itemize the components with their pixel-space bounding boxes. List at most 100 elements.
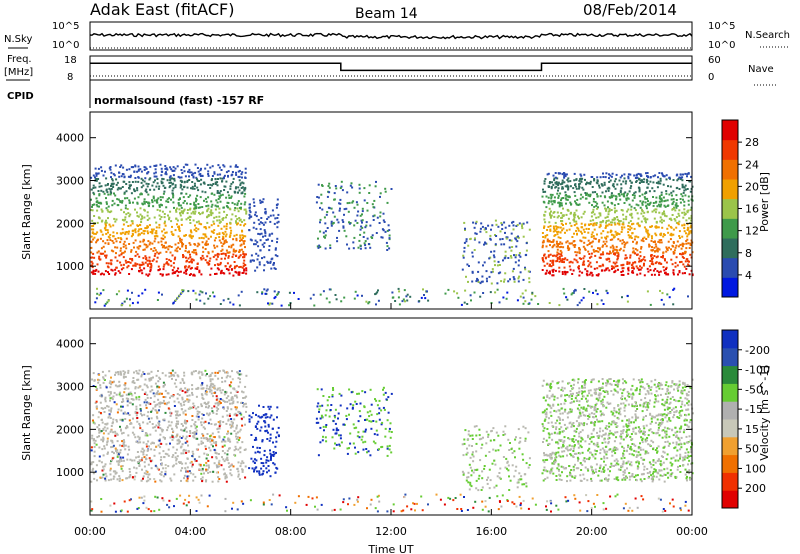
scatter-cell (603, 181, 606, 184)
scatter-cell (132, 201, 134, 204)
scatter-cell (574, 194, 577, 197)
scatter-cell (605, 224, 608, 227)
scatter-cell (212, 183, 215, 185)
scatter-cell (357, 246, 360, 249)
scatter-cell (96, 209, 99, 212)
scatter-cell (162, 192, 165, 195)
scatter-cell (179, 270, 182, 273)
scatter-cell (211, 439, 214, 442)
scatter-cell (498, 264, 501, 266)
scatter-cell (250, 457, 253, 460)
scatter-cell (578, 179, 581, 182)
scatter-cell (343, 229, 346, 232)
scatter-cell (204, 420, 207, 423)
scatter-cell (126, 426, 129, 429)
scatter-cell (249, 211, 252, 214)
scatter-cell (158, 409, 160, 412)
scatter-cell (171, 183, 174, 186)
scatter-cell (258, 472, 261, 475)
scatter-cell (108, 382, 111, 385)
scatter-cell (460, 303, 463, 306)
scatter-cell (177, 246, 180, 249)
scatter-cell (391, 296, 394, 299)
scatter-cell (106, 301, 109, 304)
scatter-cell (626, 194, 628, 197)
scatter-cell (560, 197, 563, 200)
scatter-cell (542, 191, 545, 193)
scatter-cell (238, 478, 241, 480)
scatter-cell (235, 220, 237, 223)
scatter-cell (685, 240, 688, 242)
scatter-cell (238, 206, 241, 209)
scatter-cell (146, 226, 149, 228)
scatter-cell (182, 289, 185, 292)
scatter-cell (193, 243, 196, 245)
scatter-cell (219, 261, 222, 264)
scatter-cell (151, 459, 154, 462)
scatter-cell (558, 257, 561, 260)
scatter-cell (531, 293, 534, 296)
scatter-cell (542, 260, 545, 263)
scatter-cell (239, 451, 242, 454)
scatter-cell (639, 179, 642, 182)
scatter-cell (686, 175, 688, 178)
scatter-cell (592, 222, 595, 225)
scatter-cell (98, 205, 100, 208)
scatter-cell (592, 200, 595, 203)
scatter-cell (621, 296, 623, 299)
scatter-cell (265, 467, 268, 470)
scatter-cell (361, 226, 364, 229)
scatter-cell (595, 261, 598, 264)
scatter-cell (560, 199, 562, 202)
scatter-cell (100, 461, 103, 464)
scatter-cell (227, 255, 230, 258)
scatter-cell (156, 393, 159, 396)
scatter-cell (242, 397, 245, 399)
scatter-cell (561, 261, 564, 263)
scatter-cell (655, 196, 658, 199)
scatter-cell (240, 248, 243, 251)
scatter-cell (627, 224, 630, 227)
scatter-cell (153, 188, 156, 191)
scatter-cell (166, 179, 169, 182)
scatter-cell (632, 271, 635, 274)
scatter-cell (91, 378, 94, 381)
scatter-cell (170, 230, 173, 233)
scatter-cell (184, 266, 187, 269)
scatter-cell (195, 432, 198, 435)
scatter-cell (223, 393, 226, 396)
scatter-cell (232, 465, 235, 468)
scatter-cell (313, 304, 316, 307)
scatter-cell (464, 289, 467, 292)
scatter-cell (687, 203, 690, 206)
scatter-cell (216, 263, 219, 266)
scatter-cell (96, 436, 99, 439)
scatter-cell (612, 261, 615, 264)
scatter-cell (644, 217, 647, 220)
scatter-cell (162, 396, 165, 398)
scatter-cell (183, 185, 186, 188)
scatter-cell (268, 439, 271, 442)
scatter-cell (195, 207, 198, 210)
scatter-cell (108, 167, 111, 170)
scatter-cell (191, 415, 194, 417)
scatter-cell (688, 180, 691, 183)
scatter-cell (180, 180, 183, 183)
scatter-cell (602, 244, 605, 247)
scatter-cell (159, 198, 162, 201)
scatter-cell (211, 456, 214, 459)
scatter-cell (119, 261, 122, 264)
scatter-cell (211, 383, 214, 386)
scatter-cell (95, 179, 98, 182)
scatter-cell (169, 175, 172, 178)
scatter-cell (643, 196, 646, 199)
scatter-cell (651, 258, 653, 261)
scatter-cell (547, 172, 550, 175)
scatter-cell (231, 423, 234, 426)
scatter-cell (573, 179, 576, 182)
scatter-cell (128, 414, 131, 416)
scatter-cell (160, 456, 163, 459)
scatter-cell (564, 231, 566, 234)
scatter-cell (223, 240, 226, 243)
scatter-cell (679, 198, 682, 200)
